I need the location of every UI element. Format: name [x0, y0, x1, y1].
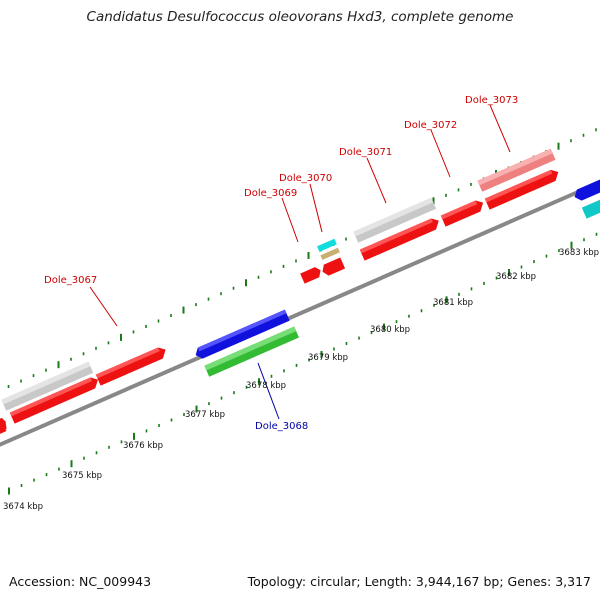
leader-line-dole-3073: [489, 104, 511, 153]
gene-leader-lines: [89, 104, 511, 420]
gene-arrow-blue[interactable]: [193, 309, 290, 361]
gene-arrow-red[interactable]: [359, 216, 442, 261]
gene-arrow-red[interactable]: [9, 375, 101, 424]
gene-arrow-gray[interactable]: [353, 197, 437, 243]
scale-label-3678: 3678 kbp: [246, 381, 286, 391]
leader-line-dole-3068: [257, 362, 280, 420]
gene-label-dole-3070[interactable]: Dole_3070: [279, 173, 332, 184]
tick-marks: [7, 128, 598, 495]
scale-label-3675: 3675 kbp: [62, 471, 102, 481]
gene-arrow-gray[interactable]: [1, 361, 94, 411]
gene-arrow-cyan[interactable]: [316, 238, 337, 252]
gene-arrow-red[interactable]: [300, 266, 323, 284]
gene-arrow-green[interactable]: [204, 326, 300, 377]
scale-label-3680: 3680 kbp: [370, 325, 410, 335]
gene-arrow-salmon[interactable]: [477, 148, 556, 192]
leader-line-dole-3070: [309, 183, 323, 233]
scale-label-3683: 3683 kbp: [559, 248, 599, 258]
scale-label-3674: 3674 kbp: [3, 502, 43, 512]
gene-arrow-red[interactable]: [95, 345, 169, 386]
gene-label-dole-3072[interactable]: Dole_3072: [404, 120, 457, 131]
gene-label-dole-3069[interactable]: Dole_3069: [244, 188, 297, 199]
gene-label-dole-3068[interactable]: Dole_3068: [255, 421, 308, 432]
genes-forward-strand: [0, 148, 600, 434]
leader-line-dole-3067: [89, 286, 118, 327]
scale-label-3682: 3682 kbp: [496, 272, 536, 282]
gene-label-dole-3067[interactable]: Dole_3067: [44, 275, 97, 286]
gene-label-dole-3071[interactable]: Dole_3071: [339, 147, 392, 158]
leader-line-dole-3072: [430, 129, 451, 178]
gene-arrow-red[interactable]: [484, 167, 561, 210]
gene-label-dole-3073[interactable]: Dole_3073: [465, 95, 518, 106]
gene-arrow-tan[interactable]: [320, 247, 340, 260]
scale-label-3679: 3679 kbp: [308, 353, 348, 363]
scale-labels: 3674 kbp 3675 kbp 3676 kbp 3677 kbp 3678…: [3, 248, 599, 512]
scale-label-3676: 3676 kbp: [123, 441, 163, 451]
scale-label-3681: 3681 kbp: [433, 298, 473, 308]
genome-backbone: [0, 180, 600, 447]
genome-summary-text: Topology: circular; Length: 3,944,167 bp…: [247, 574, 591, 589]
genes-reverse-strand: [0, 309, 300, 437]
leader-line-dole-3071: [366, 157, 387, 204]
gene-arrow-red[interactable]: [0, 420, 7, 437]
genome-title: Candidatus Desulfococcus oleovorans Hxd3…: [86, 9, 514, 25]
scale-label-3677: 3677 kbp: [185, 410, 225, 420]
tick-marks-upper: [7, 128, 597, 389]
gene-arrow-cyan[interactable]: [581, 197, 600, 219]
accession-text: Accession: NC_009943: [9, 574, 152, 589]
gene-labels: Dole_3067 Dole_3068 Dole_3069 Dole_3070 …: [44, 95, 518, 432]
gene-arrow-blue[interactable]: [572, 177, 600, 203]
gene-arrow-red[interactable]: [440, 198, 486, 227]
leader-line-dole-3069: [281, 197, 299, 243]
tick-marks-lower: [8, 232, 598, 495]
gene-arrow-red[interactable]: [320, 257, 346, 277]
